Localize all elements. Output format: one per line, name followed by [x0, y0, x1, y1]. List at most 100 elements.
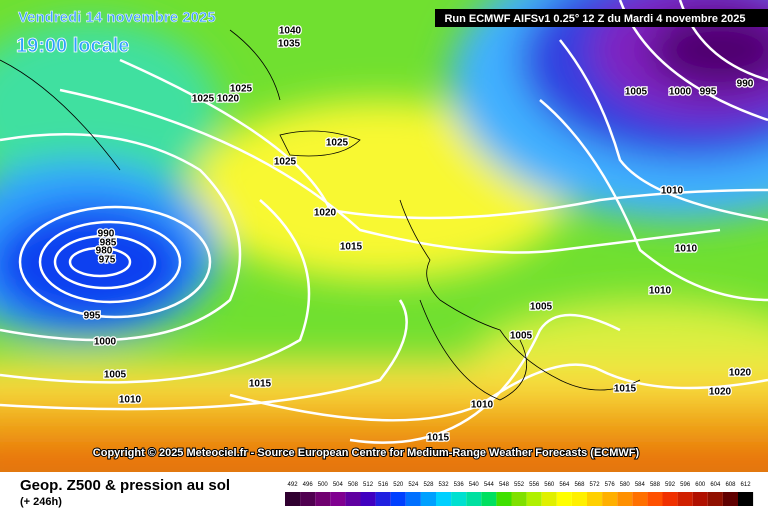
- footer-title: Geop. Z500 & pression au sol: [20, 477, 230, 494]
- scale-swatch: [677, 492, 693, 506]
- isobar-label: 980: [96, 246, 113, 257]
- isobar-label: 1020: [709, 387, 732, 398]
- scale-swatch: [420, 492, 436, 506]
- scale-label: 564: [559, 482, 570, 488]
- isobar-label: 1020: [314, 208, 337, 219]
- isobar-label: 1020: [217, 94, 240, 105]
- isobar-label: 975: [99, 255, 116, 266]
- scale-label: 592: [665, 482, 676, 488]
- scale-label: 584: [635, 482, 646, 488]
- scale-swatch: [375, 492, 391, 506]
- scale-swatch: [390, 492, 406, 506]
- scale-label: 500: [318, 482, 329, 488]
- scale-label: 544: [484, 482, 495, 488]
- isobar-label: 1015: [614, 384, 637, 395]
- isobar-label: 1005: [510, 331, 533, 342]
- scale-label: 532: [439, 482, 450, 488]
- run-label: Run ECMWF AIFSv1 0.25° 12 Z du Mardi 4 n…: [444, 13, 745, 25]
- scale-label: 576: [605, 482, 616, 488]
- isobar-label: 1025: [326, 138, 349, 149]
- isobar-label: 1025: [274, 157, 297, 168]
- run-banner: [435, 9, 768, 27]
- scale-swatch: [692, 492, 708, 506]
- scale-label: 572: [590, 482, 601, 488]
- scale-label: 536: [454, 482, 465, 488]
- scale-label: 520: [393, 482, 404, 488]
- isobars: [0, 0, 768, 444]
- scale-label: 580: [620, 482, 631, 488]
- isobar-label: 1020: [729, 368, 752, 379]
- scale-swatch: [481, 492, 497, 506]
- isobar-label: 995: [700, 87, 717, 98]
- color-scale: 492 496 500 504 508 512 516 520 524 528 532 536 540 5…: [285, 482, 754, 506]
- scale-swatch: [466, 492, 482, 506]
- date-label: Vendredi 14 novembre 2025: [18, 9, 216, 26]
- isobar-label: 1005: [104, 370, 127, 381]
- scale-label: 552: [514, 482, 525, 488]
- scale-label: 492: [288, 482, 299, 488]
- scale-label: 612: [741, 482, 752, 488]
- isobar-label: 995: [84, 311, 101, 322]
- isobar-label: 1005: [530, 302, 553, 313]
- scale-label: 608: [725, 482, 736, 488]
- isobar-label: 1040: [279, 26, 302, 37]
- scale-swatch: [436, 492, 452, 506]
- isobar-label: 1010: [661, 186, 684, 197]
- scale-label: 548: [499, 482, 510, 488]
- scale-swatch: [556, 492, 572, 506]
- scale-label: 504: [333, 482, 344, 488]
- scale-label: 512: [363, 482, 374, 488]
- isobar-label: 985: [100, 238, 117, 249]
- scale-label: 528: [423, 482, 434, 488]
- scale-swatch: [587, 492, 603, 506]
- copyright: Copyright © 2025 Meteociel.fr - Source E…: [93, 447, 640, 459]
- scale-swatch: [541, 492, 557, 506]
- coastlines: [0, 29, 641, 401]
- scale-swatch: [617, 492, 633, 506]
- scale-label: 588: [650, 482, 661, 488]
- geopotential-field: [0, 0, 768, 472]
- scale-swatch: [285, 492, 301, 506]
- isobar-label: 1025: [192, 94, 215, 105]
- scale-swatch: [632, 492, 648, 506]
- scale-label: 560: [544, 482, 555, 488]
- isobar-label: 1000: [669, 87, 692, 98]
- scale-swatch: [662, 492, 678, 506]
- scale-swatch: [526, 492, 542, 506]
- time-label: 19:00 locale: [16, 35, 129, 57]
- scale-swatch: [496, 492, 512, 506]
- scale-swatch: [300, 492, 316, 506]
- isobar-label: 1005: [625, 87, 648, 98]
- scale-swatch: [602, 492, 618, 506]
- isobar-label: 1010: [675, 244, 698, 255]
- scale-swatch: [451, 492, 467, 506]
- isobar-label: 1015: [427, 433, 450, 444]
- scale-label: 508: [348, 482, 359, 488]
- scale-label: 568: [574, 482, 585, 488]
- isobar-label: 1000: [94, 337, 117, 348]
- scale-swatch: [647, 492, 663, 506]
- scale-swatch: [405, 492, 421, 506]
- scale-swatch: [360, 492, 376, 506]
- isobar-label: 990: [98, 229, 115, 240]
- scale-label: 596: [680, 482, 691, 488]
- isobar-label: 1015: [249, 379, 272, 390]
- isobar-label: 1010: [471, 400, 494, 411]
- scale-swatch: [722, 492, 738, 506]
- isobar-label: 1015: [340, 242, 363, 253]
- scale-swatch: [345, 492, 361, 506]
- isobar-label: 1035: [278, 39, 301, 50]
- scale-swatch: [330, 492, 346, 506]
- scale-label: 540: [469, 482, 480, 488]
- scale-swatch: [571, 492, 587, 506]
- scale-label: 556: [529, 482, 540, 488]
- scale-label: 524: [408, 482, 419, 488]
- scale-swatch: [738, 492, 754, 506]
- scale-label: 604: [710, 482, 721, 488]
- isobar-label: 1025: [230, 84, 253, 95]
- scale-label: 496: [303, 482, 314, 488]
- scale-label: 600: [695, 482, 706, 488]
